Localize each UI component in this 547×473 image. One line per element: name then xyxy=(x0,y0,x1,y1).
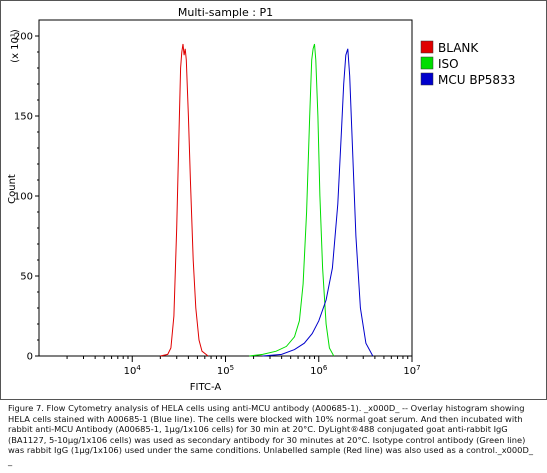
y-tick-label: 200 xyxy=(14,32,33,43)
y-multiplier: (x 10¹) xyxy=(10,29,21,63)
y-tick-label: 0 xyxy=(27,352,33,363)
x-tick-label: 106 xyxy=(310,364,328,377)
x-axis-label: FITC-A xyxy=(190,382,222,393)
y-axis-label: Count xyxy=(7,174,18,204)
legend-label: ISO xyxy=(438,57,459,71)
flow-cytometry-histogram: Multi-sample : P1 0 50 100 150 200(x 10¹) Coun… xyxy=(7,6,515,393)
series-line-iso xyxy=(249,43,335,357)
x-tick-label: 104 xyxy=(124,364,142,377)
y-tick-label: 150 xyxy=(14,112,33,123)
y-tick-label: 50 xyxy=(20,272,33,283)
chart-title: Multi-sample : P1 xyxy=(178,6,273,19)
legend-swatch xyxy=(420,40,434,54)
legend-label: BLANK xyxy=(438,41,479,55)
plot-area xyxy=(38,19,413,357)
legend-swatch xyxy=(420,72,434,86)
legend-swatch xyxy=(420,56,434,70)
figure-frame: Multi-sample : P1 0 50 100 150 200 (x 10¹) Coun… xyxy=(0,0,547,400)
x-tick-label: 107 xyxy=(403,364,420,377)
legend-label: MCU BP5833 xyxy=(438,73,515,87)
series-line-mcu-bp5833 xyxy=(262,48,374,357)
y-tick-label: 100 xyxy=(14,192,33,203)
figure-caption: Figure 7. Flow Cytometry analysis of HEL… xyxy=(8,403,533,466)
x-tick-label: 105 xyxy=(217,364,234,377)
series-line-blank xyxy=(160,43,209,357)
